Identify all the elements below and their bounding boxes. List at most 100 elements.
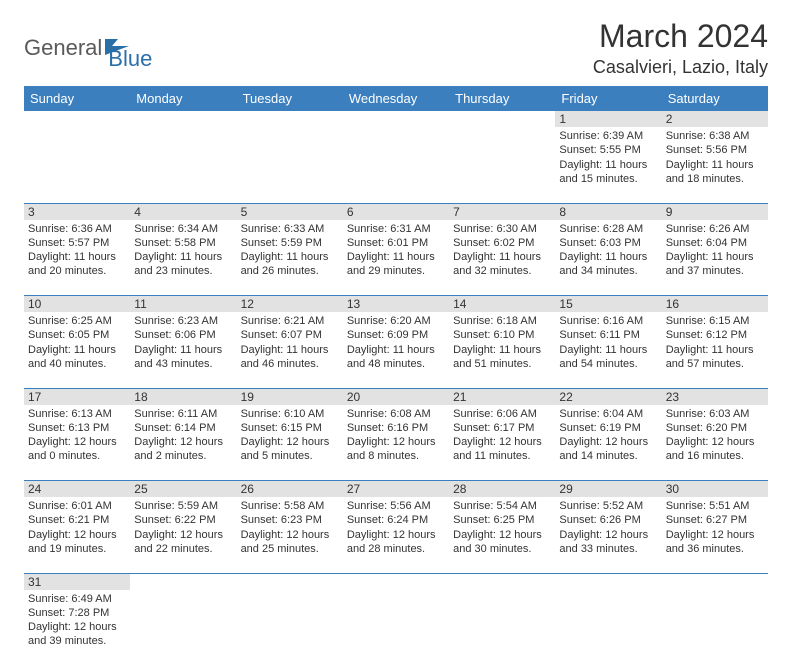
day-details: Sunrise: 6:06 AMSunset: 6:17 PMDaylight:… <box>453 407 551 464</box>
day-details: Sunrise: 6:31 AMSunset: 6:01 PMDaylight:… <box>347 222 445 279</box>
day-number-cell: 1 <box>555 111 661 127</box>
sunrise-text: Sunrise: 6:39 AM <box>559 129 657 143</box>
daylight-text: Daylight: 12 hours and 11 minutes. <box>453 435 551 464</box>
location: Casalvieri, Lazio, Italy <box>593 57 768 78</box>
day-content-row: Sunrise: 6:01 AMSunset: 6:21 PMDaylight:… <box>24 497 768 573</box>
sunrise-text: Sunrise: 5:52 AM <box>559 499 657 513</box>
day-content-cell: Sunrise: 5:51 AMSunset: 6:27 PMDaylight:… <box>662 497 768 573</box>
sunrise-text: Sunrise: 6:34 AM <box>134 222 232 236</box>
sunset-text: Sunset: 6:13 PM <box>28 421 126 435</box>
logo-text-general: General <box>24 35 102 61</box>
day-content-cell: Sunrise: 6:36 AMSunset: 5:57 PMDaylight:… <box>24 220 130 296</box>
day-details: Sunrise: 6:16 AMSunset: 6:11 PMDaylight:… <box>559 314 657 371</box>
day-number-cell: 11 <box>130 296 236 313</box>
day-details: Sunrise: 6:39 AMSunset: 5:55 PMDaylight:… <box>559 129 657 186</box>
day-details: Sunrise: 6:08 AMSunset: 6:16 PMDaylight:… <box>347 407 445 464</box>
day-details: Sunrise: 6:11 AMSunset: 6:14 PMDaylight:… <box>134 407 232 464</box>
day-content-cell: Sunrise: 6:31 AMSunset: 6:01 PMDaylight:… <box>343 220 449 296</box>
sunrise-text: Sunrise: 6:15 AM <box>666 314 764 328</box>
sunset-text: Sunset: 6:20 PM <box>666 421 764 435</box>
day-number-cell: 6 <box>343 203 449 220</box>
daylight-text: Daylight: 12 hours and 16 minutes. <box>666 435 764 464</box>
day-number-cell: 20 <box>343 388 449 405</box>
day-content-cell <box>449 590 555 666</box>
sunset-text: Sunset: 6:25 PM <box>453 513 551 527</box>
sunset-text: Sunset: 6:24 PM <box>347 513 445 527</box>
day-content-cell: Sunrise: 5:59 AMSunset: 6:22 PMDaylight:… <box>130 497 236 573</box>
sunrise-text: Sunrise: 6:25 AM <box>28 314 126 328</box>
day-number-cell: 12 <box>237 296 343 313</box>
sunrise-text: Sunrise: 6:33 AM <box>241 222 339 236</box>
sunrise-text: Sunrise: 6:01 AM <box>28 499 126 513</box>
day-number-cell: 26 <box>237 481 343 498</box>
month-title: March 2024 <box>593 18 768 55</box>
daylight-text: Daylight: 12 hours and 39 minutes. <box>28 620 126 649</box>
day-details: Sunrise: 6:34 AMSunset: 5:58 PMDaylight:… <box>134 222 232 279</box>
daylight-text: Daylight: 11 hours and 23 minutes. <box>134 250 232 279</box>
day-number-cell: 17 <box>24 388 130 405</box>
daylight-text: Daylight: 11 hours and 26 minutes. <box>241 250 339 279</box>
day-number-cell <box>237 573 343 590</box>
daylight-text: Daylight: 11 hours and 57 minutes. <box>666 343 764 372</box>
sunset-text: Sunset: 6:22 PM <box>134 513 232 527</box>
day-number-cell: 28 <box>449 481 555 498</box>
day-content-cell: Sunrise: 6:11 AMSunset: 6:14 PMDaylight:… <box>130 405 236 481</box>
day-content-cell: Sunrise: 6:28 AMSunset: 6:03 PMDaylight:… <box>555 220 661 296</box>
daylight-text: Daylight: 11 hours and 40 minutes. <box>28 343 126 372</box>
day-number-cell: 30 <box>662 481 768 498</box>
day-number-cell: 19 <box>237 388 343 405</box>
weekday-header: Wednesday <box>343 86 449 111</box>
sunset-text: Sunset: 5:57 PM <box>28 236 126 250</box>
sunrise-text: Sunrise: 6:06 AM <box>453 407 551 421</box>
logo-text-blue: Blue <box>108 46 152 72</box>
day-number-cell: 14 <box>449 296 555 313</box>
logo: General Blue <box>24 24 152 72</box>
daylight-text: Daylight: 11 hours and 51 minutes. <box>453 343 551 372</box>
day-details: Sunrise: 5:56 AMSunset: 6:24 PMDaylight:… <box>347 499 445 556</box>
day-number-cell: 29 <box>555 481 661 498</box>
sunrise-text: Sunrise: 5:51 AM <box>666 499 764 513</box>
daylight-text: Daylight: 11 hours and 54 minutes. <box>559 343 657 372</box>
day-number-cell <box>24 111 130 127</box>
daylight-text: Daylight: 12 hours and 5 minutes. <box>241 435 339 464</box>
sunset-text: Sunset: 6:05 PM <box>28 328 126 342</box>
day-content-cell <box>555 590 661 666</box>
sunset-text: Sunset: 6:06 PM <box>134 328 232 342</box>
day-number-cell <box>343 111 449 127</box>
daylight-text: Daylight: 11 hours and 37 minutes. <box>666 250 764 279</box>
day-number-cell: 18 <box>130 388 236 405</box>
weekday-header: Sunday <box>24 86 130 111</box>
day-number-cell: 5 <box>237 203 343 220</box>
day-content-cell: Sunrise: 5:54 AMSunset: 6:25 PMDaylight:… <box>449 497 555 573</box>
day-content-cell: Sunrise: 6:04 AMSunset: 6:19 PMDaylight:… <box>555 405 661 481</box>
sunset-text: Sunset: 6:19 PM <box>559 421 657 435</box>
sunset-text: Sunset: 6:23 PM <box>241 513 339 527</box>
sunset-text: Sunset: 6:26 PM <box>559 513 657 527</box>
day-content-cell: Sunrise: 5:52 AMSunset: 6:26 PMDaylight:… <box>555 497 661 573</box>
daylight-text: Daylight: 11 hours and 18 minutes. <box>666 158 764 187</box>
day-content-cell: Sunrise: 6:25 AMSunset: 6:05 PMDaylight:… <box>24 312 130 388</box>
sunrise-text: Sunrise: 6:21 AM <box>241 314 339 328</box>
header: General Blue March 2024 Casalvieri, Lazi… <box>24 18 768 78</box>
day-content-cell: Sunrise: 6:34 AMSunset: 5:58 PMDaylight:… <box>130 220 236 296</box>
day-number-cell <box>343 573 449 590</box>
day-number-cell: 8 <box>555 203 661 220</box>
day-number-cell <box>449 111 555 127</box>
sunrise-text: Sunrise: 6:49 AM <box>28 592 126 606</box>
sunset-text: Sunset: 6:04 PM <box>666 236 764 250</box>
daylight-text: Daylight: 12 hours and 30 minutes. <box>453 528 551 557</box>
daylight-text: Daylight: 12 hours and 2 minutes. <box>134 435 232 464</box>
sunset-text: Sunset: 6:09 PM <box>347 328 445 342</box>
weekday-header-row: Sunday Monday Tuesday Wednesday Thursday… <box>24 86 768 111</box>
day-content-cell: Sunrise: 6:38 AMSunset: 5:56 PMDaylight:… <box>662 127 768 203</box>
day-number-cell: 24 <box>24 481 130 498</box>
sunrise-text: Sunrise: 6:10 AM <box>241 407 339 421</box>
day-details: Sunrise: 6:28 AMSunset: 6:03 PMDaylight:… <box>559 222 657 279</box>
day-details: Sunrise: 6:13 AMSunset: 6:13 PMDaylight:… <box>28 407 126 464</box>
day-details: Sunrise: 5:51 AMSunset: 6:27 PMDaylight:… <box>666 499 764 556</box>
day-content-cell: Sunrise: 6:23 AMSunset: 6:06 PMDaylight:… <box>130 312 236 388</box>
daylight-text: Daylight: 12 hours and 22 minutes. <box>134 528 232 557</box>
day-number-row: 12 <box>24 111 768 127</box>
daylight-text: Daylight: 12 hours and 36 minutes. <box>666 528 764 557</box>
day-number-row: 17181920212223 <box>24 388 768 405</box>
